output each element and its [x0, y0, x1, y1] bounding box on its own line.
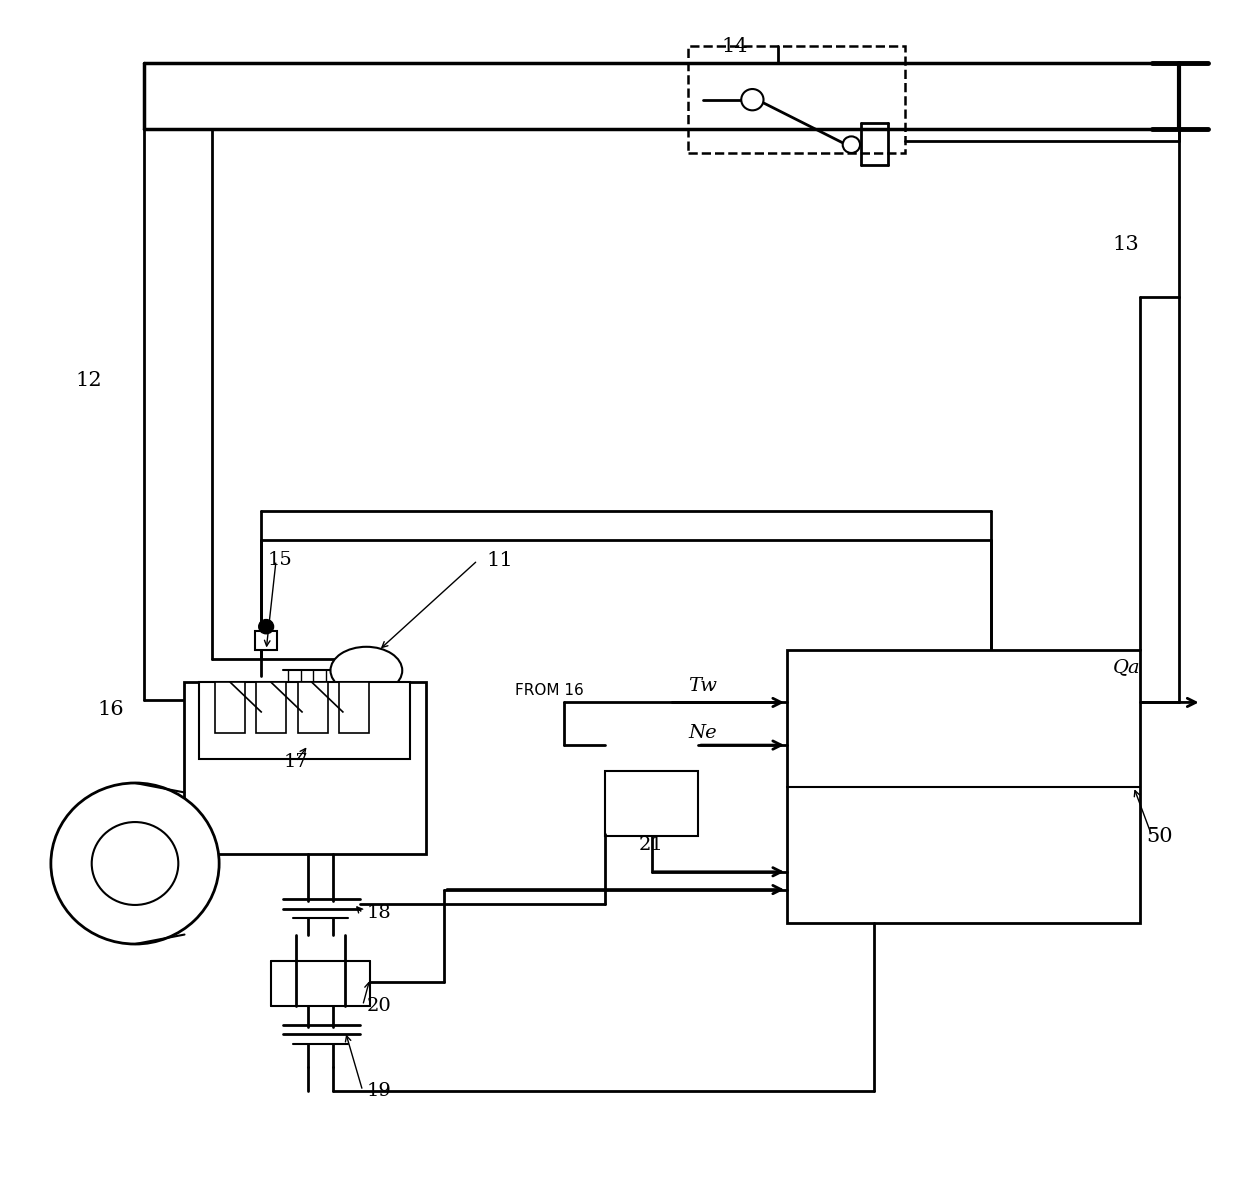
Text: 18: 18	[366, 904, 391, 922]
Text: 50: 50	[1146, 827, 1173, 846]
Text: 16: 16	[98, 700, 124, 719]
Circle shape	[259, 620, 274, 634]
Text: FROM 16: FROM 16	[515, 683, 584, 698]
Bar	[787, 650, 1140, 922]
Text: Qa: Qa	[1112, 658, 1140, 675]
Text: 11: 11	[486, 551, 513, 570]
Bar	[299, 683, 329, 734]
Text: Tw: Tw	[688, 677, 717, 694]
Bar	[255, 631, 278, 650]
Text: 17: 17	[284, 753, 309, 770]
Circle shape	[742, 89, 764, 110]
Text: 19: 19	[366, 1081, 392, 1100]
Text: 21: 21	[639, 836, 663, 853]
Text: 12: 12	[76, 370, 102, 389]
Text: 15: 15	[268, 551, 293, 570]
Circle shape	[51, 783, 219, 944]
Text: 13: 13	[1112, 235, 1140, 254]
Bar	[340, 683, 368, 734]
Bar	[185, 683, 425, 853]
Bar	[200, 683, 409, 760]
Circle shape	[843, 137, 861, 153]
Text: 20: 20	[366, 997, 391, 1015]
Bar	[605, 772, 698, 837]
Text: 14: 14	[722, 37, 748, 56]
Ellipse shape	[331, 647, 402, 694]
Bar	[688, 46, 904, 153]
Bar	[257, 683, 286, 734]
Text: Ne: Ne	[688, 724, 717, 742]
Circle shape	[92, 823, 179, 904]
Bar	[216, 683, 246, 734]
